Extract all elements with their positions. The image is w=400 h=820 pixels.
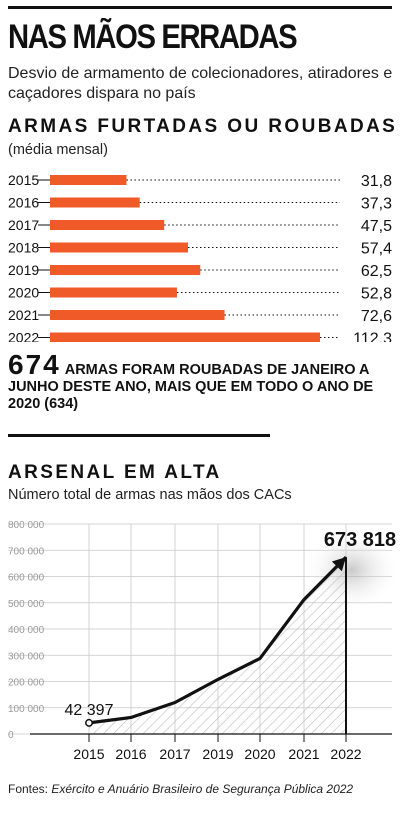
y-tick-label: 800 000 <box>8 520 45 531</box>
x-tick-label: 2020 <box>244 746 275 762</box>
bar <box>50 220 165 230</box>
data-point <box>85 718 93 727</box>
y-tick-label: 200 000 <box>8 678 45 689</box>
line-chart-title: ARSENAL EM ALTA <box>8 462 222 483</box>
y-tick-label: 400 000 <box>8 625 45 636</box>
y-tick-label: 500 000 <box>8 599 45 610</box>
bar-value-label: 57,4 <box>361 241 392 258</box>
page-title: NAS MÃOS ERRADAS <box>8 18 298 56</box>
bar-chart-subtitle: (média mensal) <box>8 142 108 158</box>
bar <box>50 332 320 342</box>
section-divider <box>8 434 270 437</box>
x-tick-label: 2019 <box>202 746 233 762</box>
sources-label: Fontes: <box>8 782 52 796</box>
bar <box>50 310 225 320</box>
bar-value-label: 52,8 <box>361 286 392 303</box>
bar-value-label: 31,8 <box>361 173 392 190</box>
bar <box>50 287 177 298</box>
area-fill <box>89 557 346 734</box>
line-chart-subtitle: Número total de armas nas mãos dos CACs <box>8 487 292 503</box>
x-tick-label: 2021 <box>288 746 319 762</box>
annotation-first-value: 42 397 <box>65 702 114 719</box>
bar-category-label: 2019 <box>8 262 39 278</box>
bar-category-label: 2015 <box>8 172 39 188</box>
page-subtitle: Desvio de armamento de colecionadores, a… <box>8 65 393 102</box>
bar-chart-title: ARMAS FURTADAS OU ROUBADAS <box>8 116 398 137</box>
bar-value-label: 112,3 <box>353 331 392 343</box>
bar-chart: 2015 31,8 2016 37,3 2017 47,5 2018 57,4 2019 62,5… <box>8 172 392 343</box>
bar-category-label: 2021 <box>8 307 39 323</box>
sources-note: Fontes: Exército e Anuário Brasileiro de… <box>8 782 353 796</box>
bar-value-label: 62,5 <box>361 263 392 280</box>
bar-category-label: 2016 <box>8 195 39 211</box>
x-tick-label: 2015 <box>73 746 104 762</box>
bar <box>50 265 201 275</box>
y-tick-label: 600 000 <box>8 573 45 584</box>
bar <box>50 197 140 208</box>
y-tick-label: 0 <box>8 730 14 741</box>
callout-text: ARMAS FORAM ROUBADAS DE JANEIRO A JUNHO … <box>8 362 374 412</box>
bar-category-label: 2018 <box>8 240 39 256</box>
bar-category-label: 2020 <box>8 285 39 301</box>
x-tick-label: 2016 <box>115 746 146 762</box>
bar <box>50 242 189 253</box>
arrowhead <box>331 557 346 572</box>
y-tick-label: 700 000 <box>8 546 45 557</box>
x-tick-label: 2017 <box>159 746 190 762</box>
bar-category-label: 2022 <box>8 330 39 343</box>
x-tick-label: 2022 <box>330 746 361 762</box>
bar <box>50 175 127 185</box>
bar-category-label: 2017 <box>8 217 39 233</box>
bar-value-label: 37,3 <box>361 196 392 213</box>
annotation-last-value: 673 818 <box>324 529 396 551</box>
line-chart: 0 100 000 200 000 300 000 400 000 500 000 600 … <box>8 520 400 762</box>
callout: 674 ARMAS FORAM ROUBADAS DE JANEIRO A JUN… <box>8 351 396 413</box>
bar-value-label: 72,6 <box>361 308 392 325</box>
sources-text: Exército e Anuário Brasileiro de Seguran… <box>51 782 354 796</box>
y-tick-label: 300 000 <box>8 651 45 662</box>
y-tick-label: 100 000 <box>8 704 45 715</box>
callout-number: 674 <box>8 349 61 380</box>
bar-value-label: 47,5 <box>361 218 392 235</box>
top-rule <box>8 6 392 9</box>
